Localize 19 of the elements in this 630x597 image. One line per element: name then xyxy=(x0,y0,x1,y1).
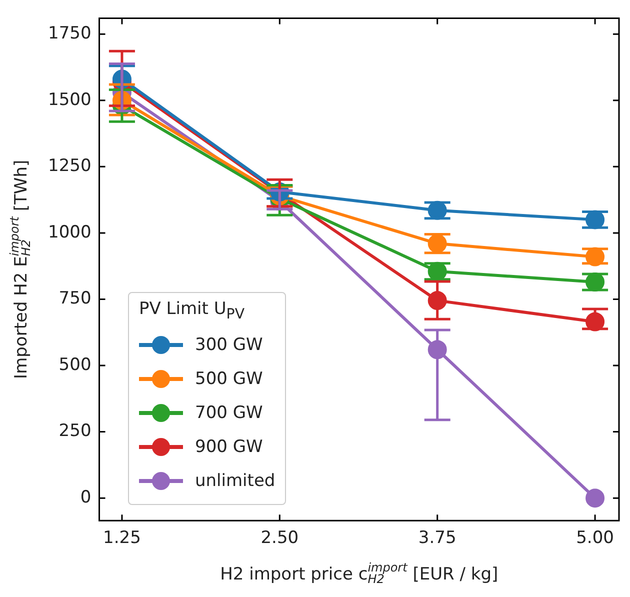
x-tick-label: 5.00 xyxy=(576,528,614,548)
legend-label: 900 GW xyxy=(195,437,263,457)
x-tick-label: 1.25 xyxy=(103,528,141,548)
y-tick-label: 250 xyxy=(58,421,92,442)
x-tick-label: 2.50 xyxy=(260,528,299,548)
text: Imported H2 EimportH2 [TWh] xyxy=(7,160,34,379)
y-tick-label: 1000 xyxy=(48,222,92,242)
y-tick-label: 1250 xyxy=(48,156,92,176)
y-tick-label: 1750 xyxy=(48,24,92,44)
legend-label: unlimited xyxy=(195,471,276,491)
legend-title: PV Limit U$_{PV}$ xyxy=(139,298,246,322)
legend-label: 700 GW xyxy=(195,403,263,423)
y-tick-label: 1500 xyxy=(48,90,92,110)
legend-label: 300 GW xyxy=(195,335,263,355)
y-tick-label: 750 xyxy=(58,288,92,309)
x-tick-label: 3.75 xyxy=(418,528,456,548)
y-tick-label: 0 xyxy=(80,487,92,508)
legend-label: 500 GW xyxy=(195,369,263,389)
y-tick-label: 500 xyxy=(58,354,92,375)
